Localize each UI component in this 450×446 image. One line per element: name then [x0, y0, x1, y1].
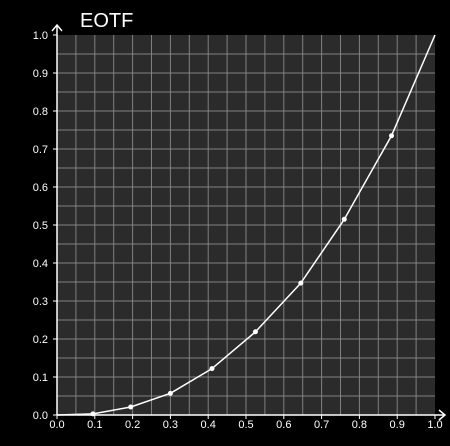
y-tick-label: 0.3 — [33, 296, 48, 308]
data-point — [341, 216, 347, 222]
data-point — [167, 390, 173, 396]
y-tick-label: 0.8 — [33, 106, 48, 118]
x-tick-label: 0.0 — [49, 419, 64, 431]
x-tick-label: 1.0 — [427, 419, 442, 431]
data-point — [389, 133, 395, 139]
eotf-curve — [56, 34, 436, 416]
grid — [57, 35, 435, 415]
y-tick-label: 0.2 — [33, 334, 48, 346]
y-tick-label: 0.1 — [33, 372, 48, 384]
x-tick-label: 0.2 — [125, 419, 140, 431]
data-point — [252, 329, 258, 335]
x-tick-label: 0.1 — [87, 419, 102, 431]
x-tick-label: 0.7 — [314, 419, 329, 431]
y-tick-label: 1.0 — [33, 30, 48, 42]
axes — [51, 23, 447, 421]
tick-labels: 0.0 0.1 0.2 0.3 0.4 0.5 0.6 0.7 0.8 0.9 1.0 0.0 0.1 0… — [33, 30, 443, 431]
data-point — [90, 411, 96, 417]
series — [56, 34, 436, 417]
x-tick-label: 0.4 — [201, 419, 216, 431]
x-tick-label: 0.8 — [352, 419, 367, 431]
y-axis-arrow — [51, 23, 63, 32]
y-tick-label: 0.5 — [33, 220, 48, 232]
x-tick-label: 0.9 — [390, 419, 405, 431]
y-tick-label: 0.4 — [33, 258, 48, 270]
data-point — [209, 366, 215, 372]
x-tick-label: 0.5 — [238, 419, 253, 431]
x-tick-label: 0.6 — [276, 419, 291, 431]
data-point — [128, 404, 134, 410]
y-tick-label: 0.7 — [33, 144, 48, 156]
y-tick-label: 0.6 — [33, 182, 48, 194]
y-tick-label: 0.0 — [33, 410, 48, 422]
y-tick-label: 0.9 — [33, 68, 48, 80]
data-point — [298, 280, 304, 286]
x-tick-label: 0.3 — [163, 419, 178, 431]
x-axis-arrow — [438, 409, 447, 421]
chart-title: EOTF — [80, 10, 133, 32]
